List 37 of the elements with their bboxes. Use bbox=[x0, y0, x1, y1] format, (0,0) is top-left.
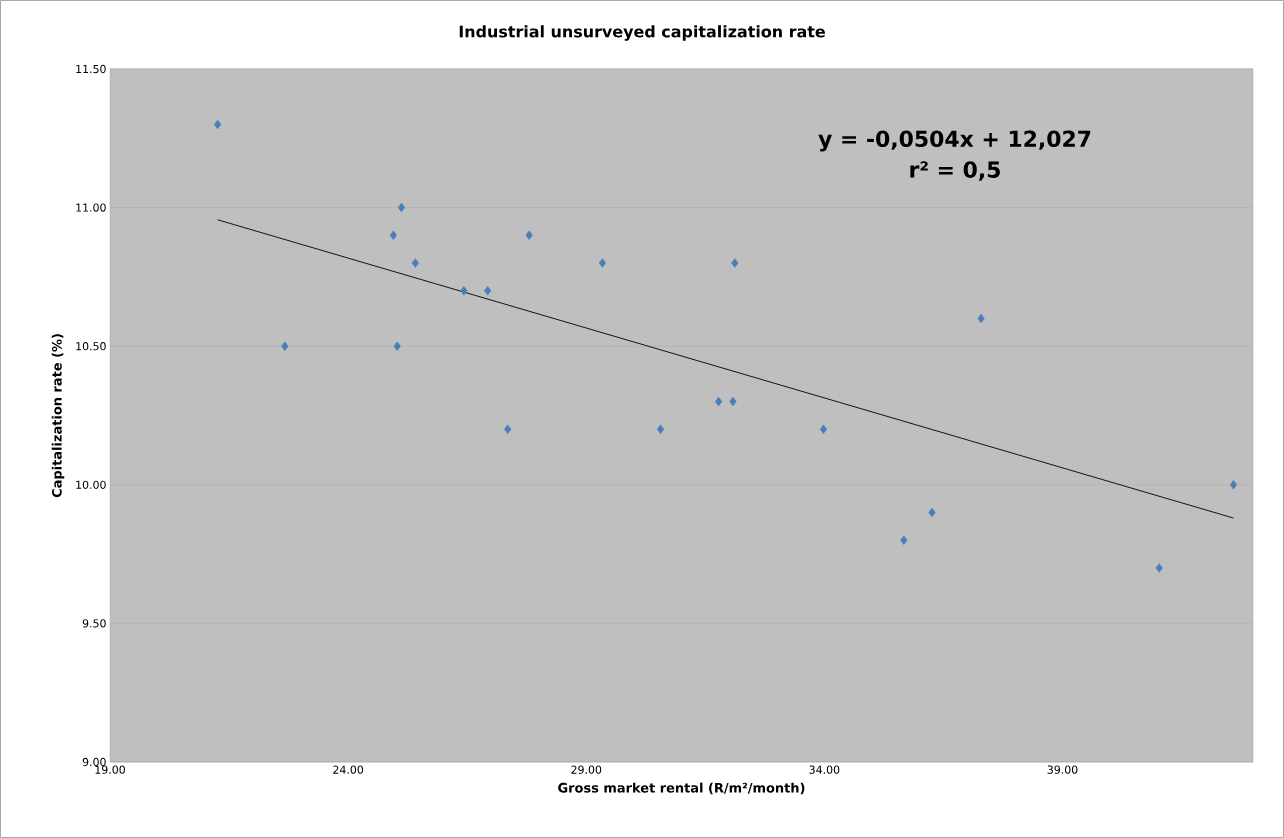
point bbox=[1155, 563, 1163, 573]
chart-title: Industrial unsurveyed capitalization rate bbox=[459, 25, 825, 41]
y-tick-label: 9.00 bbox=[82, 757, 106, 767]
y-tick-label: 10.50 bbox=[76, 342, 106, 351]
point bbox=[525, 230, 533, 240]
point bbox=[484, 286, 492, 296]
point bbox=[397, 202, 406, 213]
x-tick-label: 19.00 bbox=[95, 765, 125, 774]
point bbox=[504, 424, 512, 435]
point bbox=[598, 258, 607, 268]
annotation: r² = 0,5 bbox=[910, 161, 1000, 181]
point bbox=[389, 230, 397, 240]
y-tick-label: 11.50 bbox=[76, 64, 106, 74]
annotation: y = -0,0504x + 12,027 bbox=[818, 130, 1091, 152]
y-tick-label: 10.00 bbox=[76, 480, 106, 489]
x-tick-label: 39.00 bbox=[1047, 765, 1078, 774]
y-tick-label: 9.50 bbox=[82, 619, 106, 628]
point bbox=[928, 507, 936, 518]
point bbox=[977, 313, 985, 324]
point bbox=[731, 258, 739, 268]
x-axis-title: Gross market rental (R/m²/month) bbox=[558, 782, 805, 795]
point bbox=[411, 258, 419, 268]
y-tick-label: 11.00 bbox=[76, 203, 106, 212]
point bbox=[656, 424, 665, 435]
point bbox=[715, 396, 723, 407]
point bbox=[214, 119, 222, 130]
point bbox=[900, 535, 908, 545]
x-tick-label: 29.00 bbox=[571, 765, 602, 774]
point bbox=[1229, 480, 1238, 490]
point bbox=[729, 396, 737, 407]
point bbox=[819, 424, 827, 435]
point bbox=[460, 286, 468, 296]
point bbox=[393, 341, 401, 351]
x-tick-label: 34.00 bbox=[809, 765, 840, 774]
x-tick-label: 24.00 bbox=[333, 765, 364, 774]
point bbox=[281, 341, 289, 351]
y-axis-title: Capitalization rate (%) bbox=[51, 334, 65, 498]
